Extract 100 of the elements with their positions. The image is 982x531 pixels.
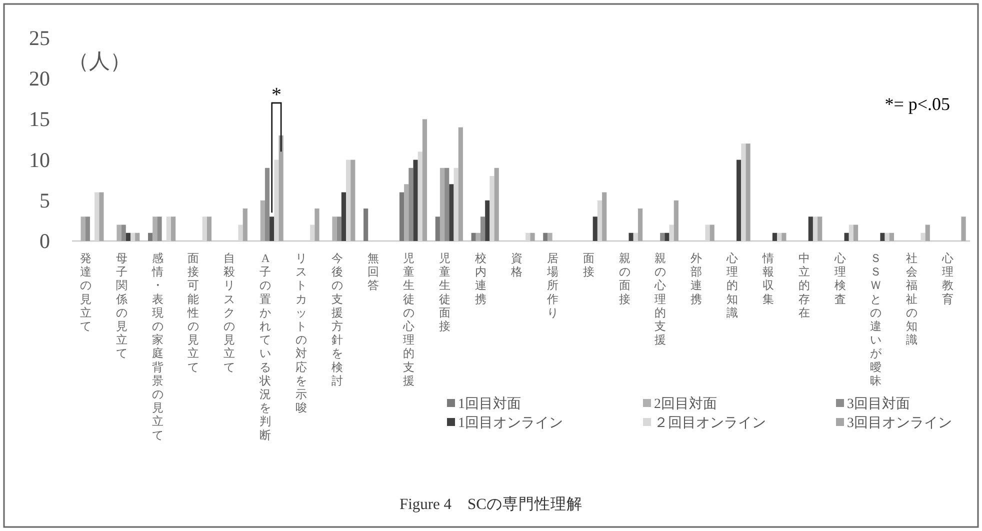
bar — [116, 224, 122, 241]
bar — [350, 160, 356, 241]
bar — [260, 200, 265, 241]
legend-label: 3回目対面 — [847, 396, 910, 412]
y-axis-title: （人） — [68, 49, 131, 73]
x-tick-label: 中立的存在 — [798, 252, 810, 320]
x-tick-label: 外部連携 — [690, 252, 703, 306]
bar — [638, 208, 643, 241]
x-tick-label: 居場所作り — [546, 252, 559, 320]
bar — [135, 232, 140, 241]
bar — [602, 192, 607, 241]
bar — [399, 192, 404, 241]
category-label: 自殺リスクの見立て — [224, 253, 236, 374]
bar — [458, 127, 463, 241]
bar — [121, 224, 126, 241]
legend-label: 3回目オンライン — [847, 416, 952, 431]
bar — [404, 184, 409, 241]
x-tick-label: 心理検査 — [833, 251, 846, 306]
bar — [422, 119, 428, 241]
category-label: 今後の支援方針を検討 — [331, 253, 344, 388]
bar — [157, 216, 162, 241]
bar — [435, 216, 440, 241]
bar — [889, 232, 894, 241]
bar — [80, 216, 86, 241]
bar — [99, 192, 104, 241]
y-tick-label: 10 — [29, 148, 50, 172]
x-tick-label: 心理教育 — [941, 251, 954, 306]
bar — [844, 232, 849, 241]
bar — [476, 232, 480, 241]
category-label: A子の置かれている状況を判断 — [260, 253, 272, 442]
bar — [480, 216, 486, 241]
legend-label: 1回目対面 — [458, 396, 521, 412]
x-tick-label: 無回答 — [367, 252, 380, 292]
y-tick-label: 25 — [29, 26, 50, 50]
category-label: 面接可能性の見立て — [188, 253, 200, 374]
bar — [782, 232, 786, 241]
bar — [494, 168, 499, 241]
x-tick-label: 心理的知識 — [726, 251, 739, 320]
annotation: * — [271, 84, 282, 106]
bar — [206, 216, 212, 241]
bar — [148, 232, 153, 241]
bar — [341, 192, 346, 241]
bar — [364, 208, 368, 241]
bar — [548, 232, 552, 241]
bar — [408, 168, 414, 241]
x-tick-label: 発達の見立て — [80, 252, 92, 333]
x-tick-label: 親の心理的支援 — [654, 251, 667, 347]
y-tick-label: 0 — [40, 229, 50, 253]
bar — [444, 168, 450, 241]
bar — [314, 208, 320, 241]
bar — [736, 160, 742, 241]
x-tick-label: 母子関係の見立て — [114, 252, 128, 360]
category-label: 感情・表現の家庭背景の見立て — [152, 253, 164, 442]
bar — [278, 135, 284, 241]
bar — [332, 216, 337, 241]
text: Figure 4 SCの専門性理解 — [399, 495, 583, 513]
x-tick-label: 親の面接 — [618, 251, 631, 306]
bar — [818, 216, 822, 241]
bar — [413, 160, 418, 241]
y-tick-label: 5 — [40, 188, 50, 212]
annotation: *= p<.05 — [884, 94, 950, 114]
bar — [440, 168, 445, 241]
x-tick-label: 面接 — [582, 252, 595, 279]
category-label: 児童生徒の心理的支援 — [403, 253, 416, 388]
x-tick-label: 校内連携 — [474, 252, 488, 306]
bar — [270, 216, 274, 241]
bar — [471, 232, 476, 241]
category-label: リストカットの対応を示唆 — [295, 253, 308, 415]
bar — [85, 216, 90, 241]
bar — [674, 200, 678, 241]
y-tick-label: 15 — [29, 107, 50, 132]
bar — [264, 168, 270, 241]
legend-label: ２回目オンライン — [654, 416, 766, 431]
x-tick-label: 情報収集 — [761, 252, 774, 306]
bar — [925, 224, 930, 241]
bar — [628, 232, 634, 241]
bar — [449, 184, 454, 241]
bar — [808, 216, 813, 241]
bar — [961, 216, 966, 241]
bar — [485, 200, 490, 241]
bar — [530, 232, 535, 241]
bar — [592, 216, 598, 241]
category-label: ＳＳＷとの違いが曖昧 — [870, 253, 882, 388]
y-tick-label: 20 — [29, 66, 50, 91]
x-tick-label: 資格 — [510, 252, 523, 279]
bar — [853, 224, 858, 241]
bar — [152, 216, 158, 241]
legend-label: 2回目対面 — [654, 396, 717, 412]
bar — [543, 232, 548, 241]
bar — [664, 232, 670, 241]
bar — [171, 216, 176, 241]
bar — [126, 232, 130, 241]
bar — [660, 232, 665, 241]
x-tick-label: 社会福祉の知識 — [906, 252, 918, 347]
bar — [772, 232, 778, 241]
bar — [336, 216, 342, 241]
bar — [746, 144, 750, 241]
bar — [880, 232, 885, 241]
bar — [710, 224, 714, 241]
x-tick-label: 児童生徒面接 — [439, 252, 452, 333]
